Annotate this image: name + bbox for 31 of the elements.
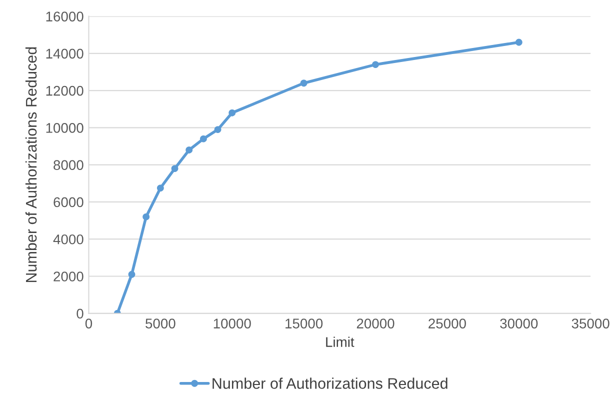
x-tick-label: 10000 <box>214 318 251 328</box>
x-tick-label: 0 <box>85 318 92 328</box>
y-tick-label: 16000 <box>46 12 84 22</box>
x-tick-label: 30000 <box>500 318 538 328</box>
point <box>171 165 178 172</box>
x-tick-label: 25000 <box>428 318 466 328</box>
y-tick-label: 8000 <box>54 160 84 170</box>
point <box>186 146 193 154</box>
point <box>300 80 308 87</box>
point <box>372 61 379 68</box>
x-tick-label: 15000 <box>286 318 323 328</box>
x-tick-label: 20000 <box>356 318 394 328</box>
point <box>200 135 207 142</box>
y-tick-label: 12000 <box>46 86 84 96</box>
point <box>142 213 150 220</box>
point <box>214 126 222 134</box>
y-tick-label: 14000 <box>46 48 84 59</box>
point <box>228 109 236 116</box>
x-tick-label: 5000 <box>146 318 176 328</box>
x-tick-label: 35000 <box>572 318 610 328</box>
y-axis-title: Number of Authorizations Reduced <box>25 47 37 282</box>
y-tick-label: 0 <box>76 308 84 319</box>
point <box>515 38 522 46</box>
point <box>128 270 136 278</box>
legend-label: Number of Authorizations Reduced <box>212 378 448 389</box>
x-axis-title: Limit <box>326 336 354 347</box>
point <box>156 184 164 192</box>
y-tick-label: 4000 <box>53 234 84 244</box>
y-tick-label: 10000 <box>46 123 84 133</box>
y-tick-label: 2000 <box>54 272 84 282</box>
y-tick-label: 6000 <box>54 197 84 208</box>
